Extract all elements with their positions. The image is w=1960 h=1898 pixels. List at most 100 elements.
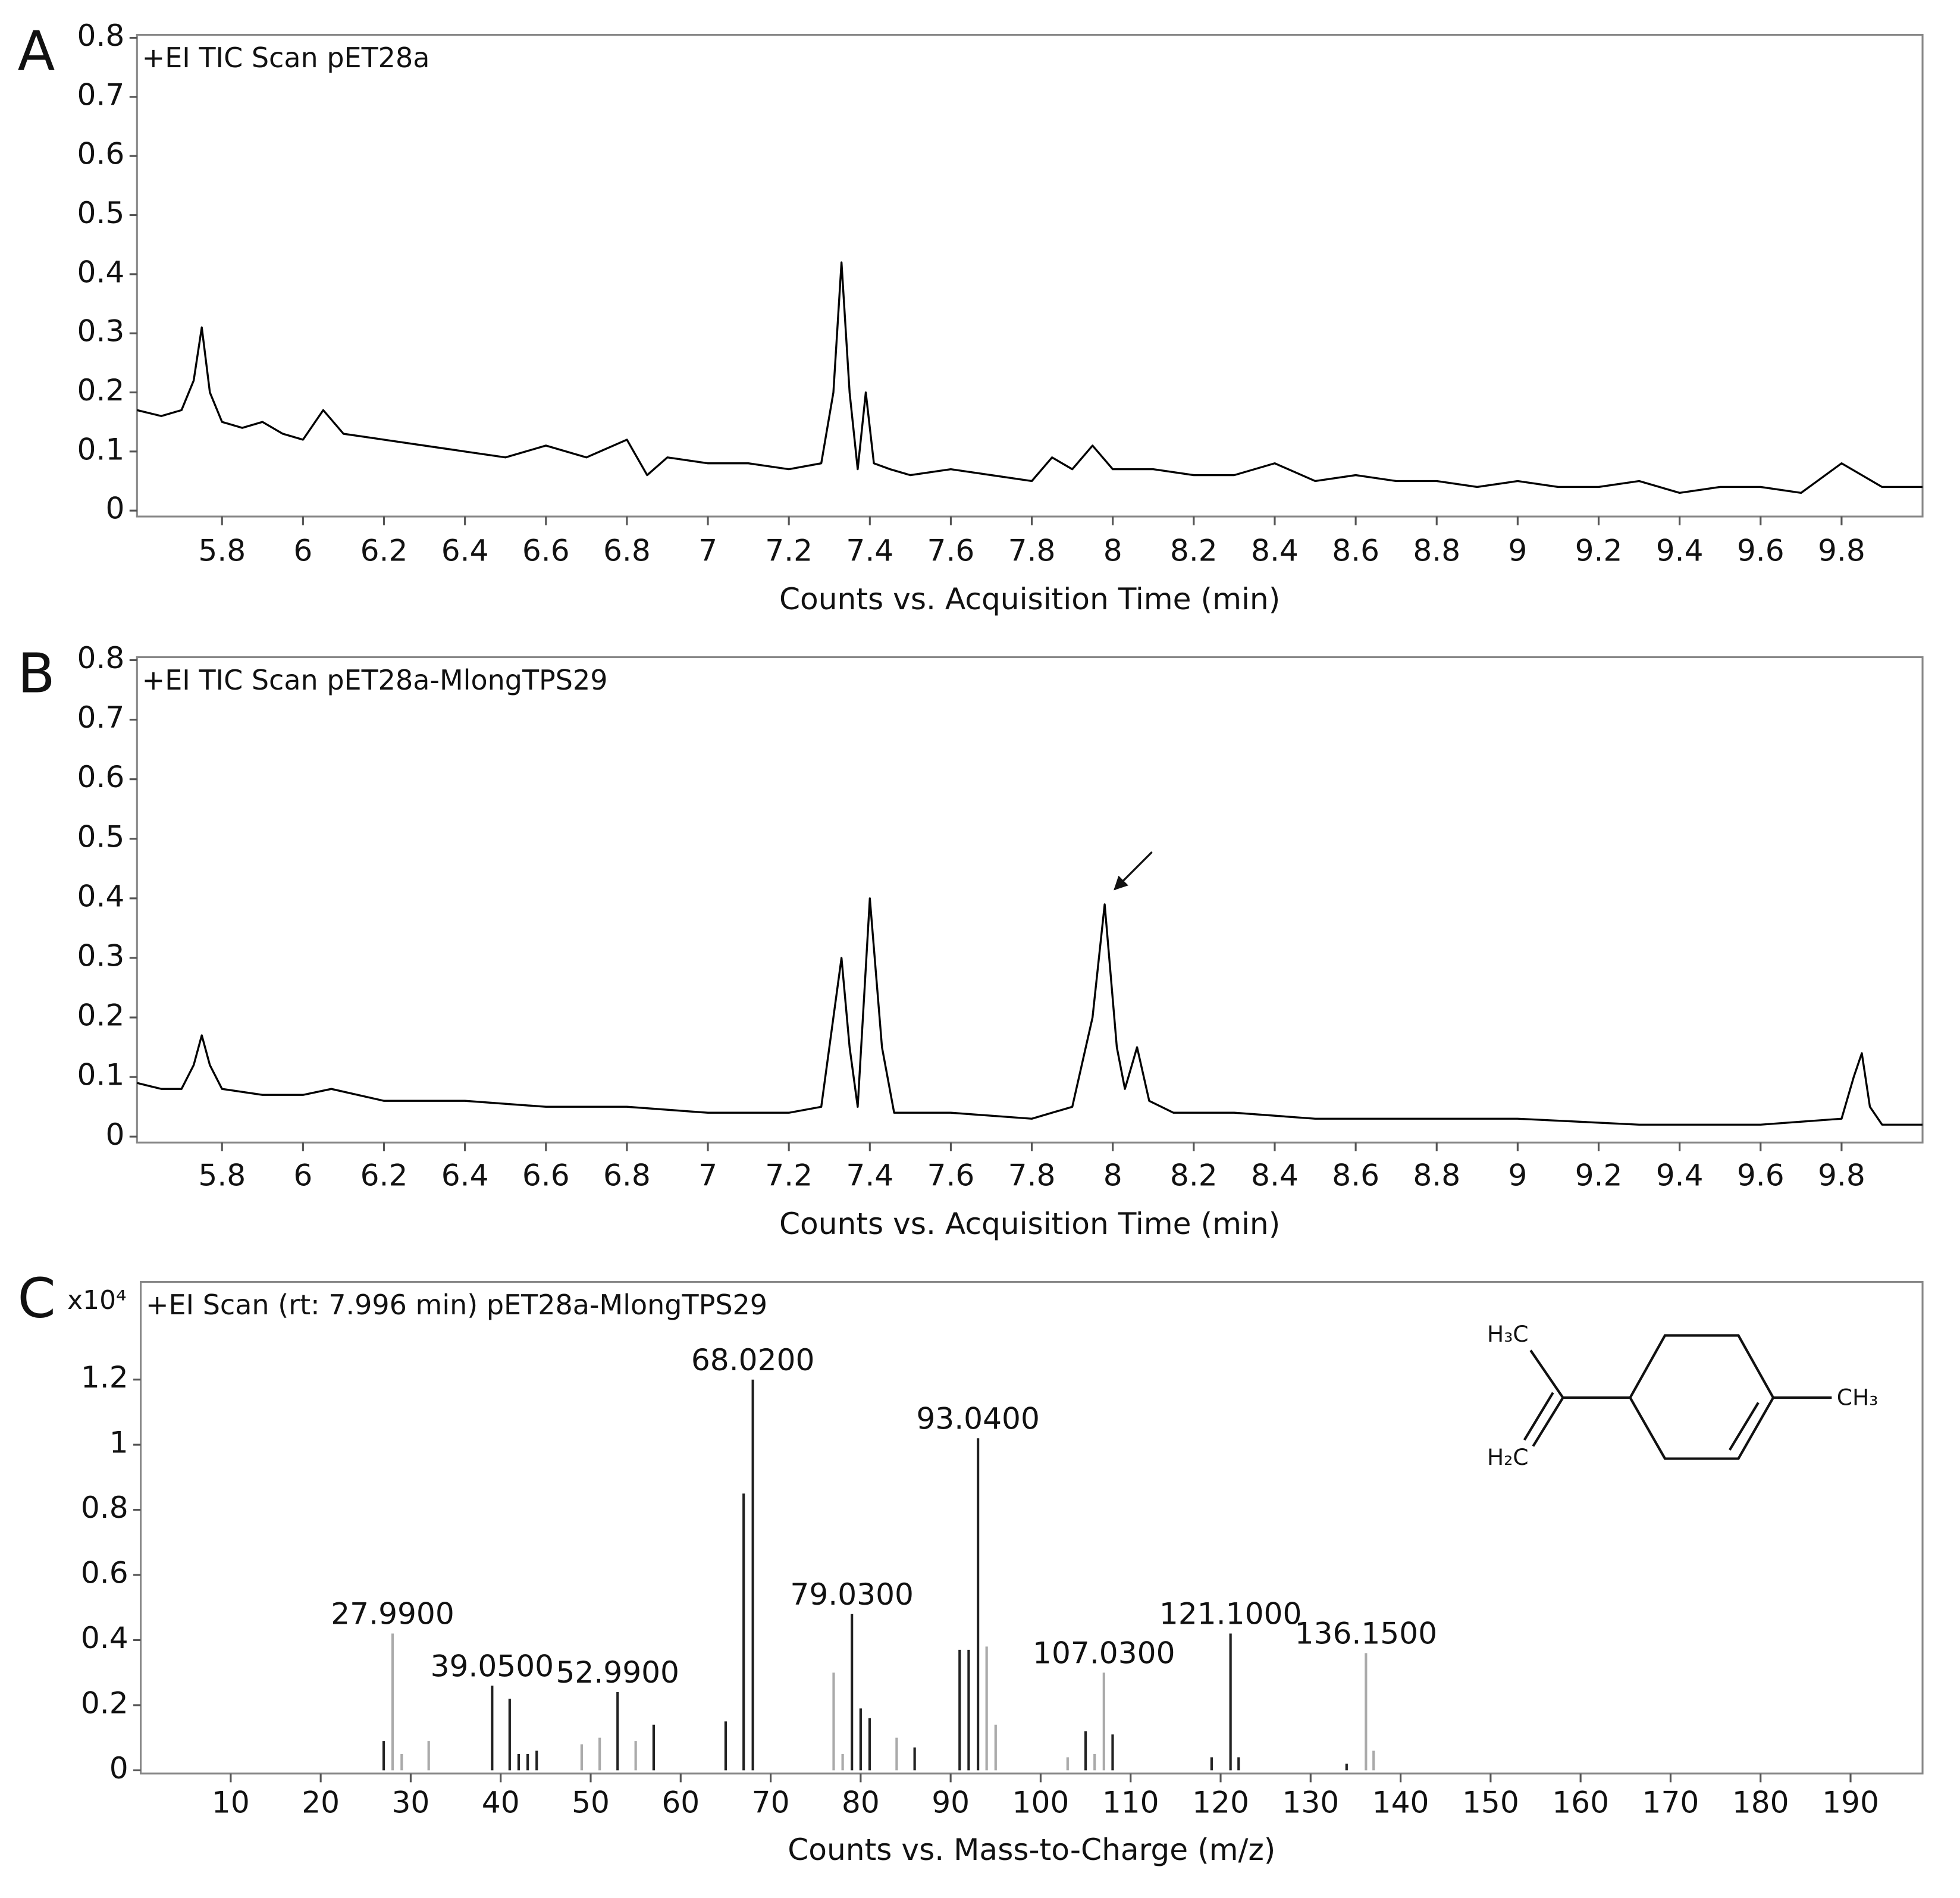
plot-title: +EI TIC Scan pET28a-MlongTPS29	[142, 664, 608, 696]
y-tick-label: 0.1	[77, 1057, 125, 1092]
x-tick-label: 8	[1103, 533, 1122, 568]
x-tick-label: 8.4	[1251, 533, 1299, 568]
x-tick-label: 9.8	[1818, 533, 1865, 568]
x-tick-label: 6	[293, 533, 312, 568]
x-tick-label: 9.2	[1575, 533, 1623, 568]
y-tick-label: 0.5	[77, 195, 125, 230]
x-tick-label: 5.8	[198, 533, 246, 568]
x-tick-label: 6.2	[360, 533, 408, 568]
peak-label: 27.9900	[331, 1596, 454, 1631]
x-tick-label: 7.2	[765, 533, 813, 568]
peak-label: 121.1000	[1159, 1596, 1302, 1631]
x-tick-label: 6.8	[603, 1157, 651, 1192]
y-tick-label: 0.6	[77, 136, 125, 171]
x-tick-label: 8.2	[1170, 533, 1218, 568]
x-tick-label: 6.4	[441, 1157, 489, 1192]
peak-label: 93.0400	[916, 1401, 1040, 1436]
y-tick-label: 0.3	[77, 938, 125, 973]
x-tick-label: 7	[698, 1157, 717, 1192]
x-tick-label: 8	[1103, 1157, 1122, 1192]
y-tick-label: 0.8	[81, 1490, 128, 1525]
x-axis-label: Counts vs. Acquisition Time (min)	[779, 1206, 1280, 1241]
y-tick-label: 0	[105, 1117, 124, 1152]
x-tick-label: 6.4	[441, 533, 489, 568]
y-tick-label: 1.2	[81, 1360, 128, 1395]
x-tick-label: 70	[752, 1785, 790, 1820]
x-tick-label: 100	[1012, 1785, 1070, 1820]
x-tick-label: 8.2	[1170, 1157, 1218, 1192]
y-tick-label: 0.2	[81, 1685, 128, 1720]
x-tick-label: 9.6	[1737, 533, 1785, 568]
x-tick-label: 7.8	[1008, 1157, 1056, 1192]
panel-letter: A	[17, 19, 55, 83]
y-tick-label: 0.1	[77, 431, 125, 466]
y-tick-label: 0.8	[77, 640, 125, 675]
atom-label: CH₃	[1837, 1385, 1879, 1411]
x-axis-label: Counts vs. Mass-to-Charge (m/z)	[788, 1832, 1275, 1867]
x-tick-label: 9.4	[1656, 533, 1704, 568]
plot-frame	[136, 34, 1924, 518]
x-tick-label: 90	[932, 1785, 970, 1820]
x-tick-label: 160	[1552, 1785, 1609, 1820]
x-tick-label: 9	[1508, 1157, 1527, 1192]
x-tick-label: 7	[698, 533, 717, 568]
atom-label: H₂C	[1487, 1444, 1529, 1470]
peak-label: 107.0300	[1033, 1635, 1175, 1670]
x-tick-label: 9.4	[1656, 1157, 1704, 1192]
x-tick-label: 120	[1192, 1785, 1249, 1820]
x-tick-label: 80	[842, 1785, 880, 1820]
plot-title: +EI TIC Scan pET28a	[142, 42, 430, 74]
x-tick-label: 6.6	[522, 1157, 570, 1192]
double-bond	[1729, 1402, 1760, 1451]
y-tick-label: 0.6	[81, 1555, 128, 1590]
y-tick-label: 0.8	[77, 18, 125, 53]
limonene-structure	[1523, 1334, 1832, 1460]
y-tick-label: 0.7	[77, 700, 125, 735]
x-tick-label: 6.6	[522, 533, 570, 568]
bond	[1529, 1349, 1564, 1399]
x-tick-label: 110	[1102, 1785, 1159, 1820]
x-tick-label: 130	[1282, 1785, 1339, 1820]
x-tick-label: 20	[302, 1785, 340, 1820]
x-tick-label: 8.6	[1332, 1157, 1379, 1192]
y-multiplier: x10⁴	[67, 1285, 126, 1316]
x-tick-label: 8.4	[1251, 1157, 1299, 1192]
x-tick-label: 60	[661, 1785, 700, 1820]
x-tick-label: 7.4	[846, 533, 893, 568]
x-tick-label: 6.8	[603, 533, 651, 568]
y-tick-label: 0.6	[77, 759, 125, 794]
y-tick-label: 0.4	[77, 254, 125, 289]
y-tick-label: 0.4	[77, 878, 125, 913]
x-tick-label: 8.8	[1413, 533, 1460, 568]
y-tick-label: 0.3	[77, 314, 125, 349]
x-tick-label: 8.8	[1413, 1157, 1460, 1192]
x-tick-label: 6.2	[360, 1157, 408, 1192]
ring	[1629, 1334, 1775, 1460]
x-tick-label: 150	[1462, 1785, 1519, 1820]
bond	[1532, 1396, 1564, 1447]
arrow	[1114, 851, 1153, 891]
x-tick-label: 40	[482, 1785, 520, 1820]
peak-label: 79.0300	[790, 1577, 914, 1612]
plot-frame	[136, 656, 1924, 1144]
x-tick-label: 7.2	[765, 1157, 813, 1192]
x-axis-label: Counts vs. Acquisition Time (min)	[779, 581, 1280, 616]
y-tick-label: 0.2	[77, 372, 125, 408]
x-tick-label: 190	[1822, 1785, 1879, 1820]
chromatogram-line	[136, 897, 1923, 1126]
x-tick-label: 10	[212, 1785, 250, 1820]
x-tick-label: 7.4	[846, 1157, 893, 1192]
x-tick-label: 7.6	[927, 533, 975, 568]
peak-label: 68.0200	[691, 1342, 815, 1377]
x-tick-label: 6	[293, 1157, 312, 1192]
x-tick-label: 30	[391, 1785, 429, 1820]
panel-letter: B	[17, 641, 55, 705]
peak-label: 39.0500	[431, 1648, 554, 1683]
x-tick-label: 170	[1642, 1785, 1699, 1820]
atom-label: H₃C	[1487, 1321, 1529, 1347]
x-tick-label: 50	[572, 1785, 610, 1820]
peak-label: 136.1500	[1295, 1616, 1437, 1651]
x-tick-label: 9	[1508, 533, 1527, 568]
